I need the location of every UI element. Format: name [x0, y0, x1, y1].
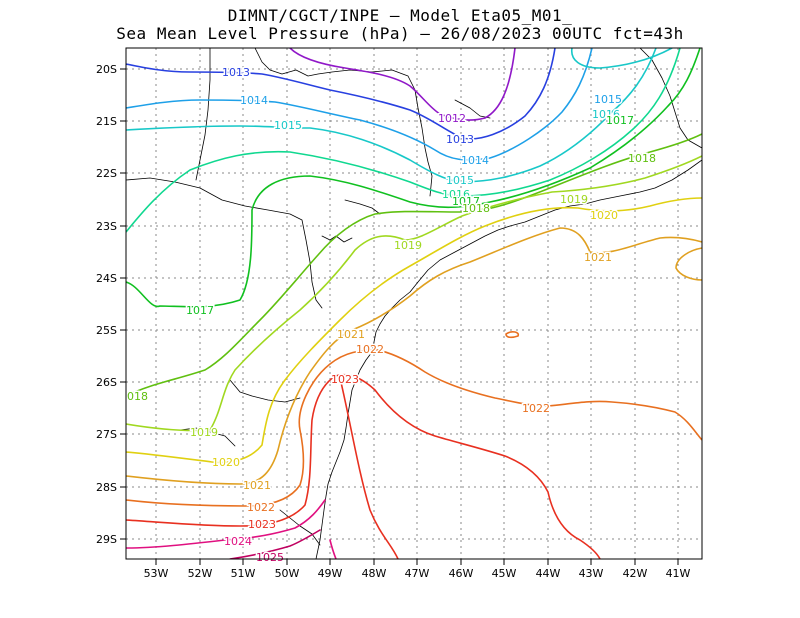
lon-tick-label: 50W — [275, 567, 300, 580]
isobar-1022 — [126, 331, 702, 507]
isobar-1016 — [126, 48, 681, 233]
lat-axis: 20S 21S 22S 23S 24S 25S 26S 27S 28S 29S — [96, 63, 117, 546]
lat-tick-label: 21S — [96, 115, 117, 128]
isobar-1017 — [126, 48, 701, 308]
lat-tick-label: 24S — [96, 272, 117, 285]
lon-tick-label: 49W — [318, 567, 343, 580]
lat-tick-label: 22S — [96, 167, 117, 180]
contour-label: 1025 — [256, 551, 284, 564]
contour-label: 1016 — [442, 188, 470, 201]
lon-tick-label: 52W — [188, 567, 213, 580]
lat-tick-label: 26S — [96, 376, 117, 389]
lon-tick-label: 45W — [492, 567, 517, 580]
contour-label: 1013 — [222, 66, 250, 79]
contour-label: 1014 — [240, 94, 268, 107]
contour-label: 1019 — [394, 239, 422, 252]
lon-tick-label: 48W — [362, 567, 387, 580]
contour-label: 1021 — [243, 479, 271, 492]
lon-axis: 53W 52W 51W 50W 49W 48W 47W 46W 45W 44W … — [144, 567, 691, 580]
contour-label: 1013 — [446, 133, 474, 146]
lat-tick-label: 23S — [96, 220, 117, 233]
lat-tick-label: 29S — [96, 533, 117, 546]
graticule — [126, 48, 702, 559]
lon-tick-label: 42W — [623, 567, 648, 580]
lat-tick-label: 28S — [96, 481, 117, 494]
lat-tick-label: 25S — [96, 324, 117, 337]
contour-label: 1020 — [590, 209, 618, 222]
lon-tick-label: 53W — [144, 567, 169, 580]
contour-label: 1021 — [337, 328, 365, 341]
contour-label: 1015 — [594, 93, 622, 106]
contour-label: 1022 — [522, 402, 550, 415]
isobar-1024 — [126, 499, 337, 559]
isobar-1021 — [126, 227, 702, 485]
lon-tick-label: 41W — [666, 567, 691, 580]
isobar-1018 — [126, 133, 702, 397]
lat-tick-label: 27S — [96, 428, 117, 441]
isobar-1014 — [126, 48, 593, 161]
contour-label: 1023 — [248, 518, 276, 531]
contour-label: 1014 — [461, 154, 489, 167]
contour-label: 1019 — [190, 426, 218, 439]
contour-label: 1019 — [560, 193, 588, 206]
contour-label: 1016 — [592, 108, 620, 121]
contour-label: 1022 — [356, 343, 384, 356]
isobar-1015 — [126, 48, 673, 183]
plot-frame — [125, 47, 703, 560]
contour-label: 1017 — [452, 195, 480, 208]
contour-label: 1018 — [628, 152, 656, 165]
contour-label: 1017 — [186, 304, 214, 317]
map-title-line1: DIMNT/CGCT/INPE — Model Eta05_M01_ — [227, 6, 573, 25]
isobar-1012 — [289, 48, 516, 121]
contour-label: 1024 — [224, 535, 252, 548]
lon-tick-label: 51W — [231, 567, 256, 580]
contour-label: 1017 — [606, 114, 634, 127]
isobar-1020 — [126, 197, 702, 464]
lon-tick-label: 47W — [405, 567, 430, 580]
contour-labels: 1013 1014 1015 1012 1013 1014 1015 1016 … — [126, 65, 658, 566]
contour-label: 1012 — [438, 112, 466, 125]
map-title-line2: Sea Mean Level Pressure (hPa) — 26/08/20… — [116, 24, 684, 43]
contour-label: 1020 — [212, 456, 240, 469]
isobar-1025 — [229, 529, 321, 559]
contour-label: 1022 — [247, 501, 275, 514]
contour-label: 1023 — [331, 373, 359, 386]
lat-tick-label: 20S — [96, 63, 117, 76]
isobar-1013 — [126, 48, 556, 140]
contour-label: 018 — [127, 390, 148, 403]
contour-label: 1015 — [274, 119, 302, 132]
isobar-1019 — [126, 155, 702, 432]
lon-tick-label: 46W — [449, 567, 474, 580]
isobar-1023 — [126, 374, 601, 559]
contour-label: 1021 — [584, 251, 612, 264]
contour-label: 1015 — [446, 174, 474, 187]
lon-tick-label: 43W — [579, 567, 604, 580]
contour-label: 1018 — [462, 202, 490, 215]
lon-tick-label: 44W — [536, 567, 561, 580]
